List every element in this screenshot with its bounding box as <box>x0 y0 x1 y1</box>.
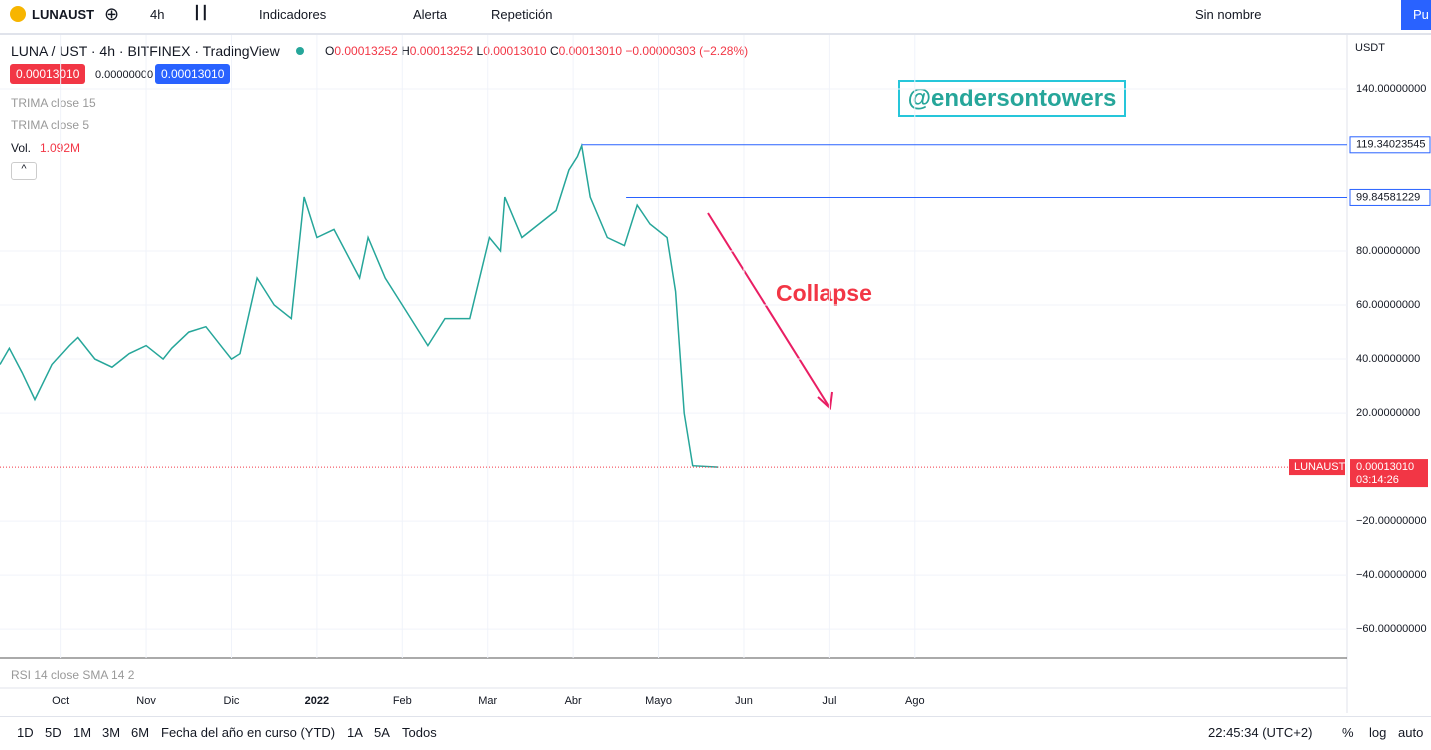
range-button[interactable]: 5D <box>45 725 62 740</box>
x-tick-label: Jul <box>822 695 836 707</box>
range-button[interactable]: 6M <box>131 725 150 740</box>
x-tick-label: Abr <box>565 695 582 707</box>
o-key: O <box>325 44 335 58</box>
y-tick-label: 60.00000000 <box>1356 299 1420 311</box>
h: 0.00013252 <box>409 44 474 58</box>
vol: 1.092M <box>40 141 81 155</box>
vol-key: Vol. <box>11 141 32 155</box>
c: 0.00013010 <box>558 44 623 58</box>
replay[interactable]: Repetición <box>491 7 553 22</box>
l: 0.00013010 <box>483 44 547 58</box>
y-tick-label: −60.00000000 <box>1356 623 1427 635</box>
y-tick-label: −40.00000000 <box>1356 569 1427 581</box>
indicators[interactable]: Indicadores <box>259 7 327 22</box>
y-tick-label: 40.00000000 <box>1356 353 1420 365</box>
scale-mode[interactable]: % <box>1342 725 1354 740</box>
change: −0.00000303 (−2.28%) <box>625 44 749 58</box>
scale-mode[interactable]: auto <box>1398 725 1424 740</box>
interval[interactable]: 4h <box>150 7 165 22</box>
toolbar: LUNAUST ⊕ 4h ┃┃ Indicadores Alerta Repet… <box>0 0 1431 35</box>
y-tick-label: 140.00000000 <box>1356 83 1426 95</box>
range-button[interactable]: 5A <box>374 725 390 740</box>
y-tick-label: 80.00000000 <box>1356 245 1420 257</box>
chart-type-icon[interactable]: ┃┃ <box>193 5 209 20</box>
range-button[interactable]: 1D <box>17 725 34 740</box>
h-key: H <box>401 44 410 58</box>
publish[interactable]: Pu <box>1401 0 1431 30</box>
x-tick-label: Nov <box>136 695 156 707</box>
level-label: 119.34023545 <box>1356 139 1426 151</box>
x-tick-label: Mayo <box>645 695 672 707</box>
price-tag-label: 0.00013010 <box>1356 461 1414 473</box>
clock: 22:45:34 (UTC+2) <box>1208 725 1313 740</box>
l-key: L <box>476 44 484 58</box>
legend-title: LUNA / UST · 4h · BITFINEX · TradingView <box>11 43 280 59</box>
x-tick-label: Feb <box>393 695 412 707</box>
level-label-bg <box>1349 136 1431 154</box>
x-tick-label: Mar <box>478 695 497 707</box>
watermark: @endersontowers <box>898 80 1126 117</box>
bottom-bar: 1D 5D 1M 3M 6M Fecha del año en curso (YTD) 1A… <box>0 716 1431 750</box>
spread: 0.00000000 <box>95 69 154 81</box>
x-tick-label: Jun <box>735 695 753 707</box>
range-button[interactable]: Fecha del año en curso (YTD) <box>161 725 336 740</box>
symbol-tag <box>1289 459 1345 476</box>
x-tick-label: Oct <box>52 695 69 707</box>
price-line <box>0 142 719 468</box>
y-tick-label: 20.00000000 <box>1356 407 1420 419</box>
x-tick-label: Ago <box>905 695 925 707</box>
logo <box>10 6 26 22</box>
indicator: TRIMA close 15 <box>11 96 96 110</box>
alert[interactable]: Alerta <box>413 7 447 22</box>
symbol-tag-label: LUNAUST <box>1294 461 1346 473</box>
annotation: Collapse <box>776 280 872 306</box>
o: 0.00013252 <box>334 44 398 58</box>
arrow <box>707 212 831 409</box>
arrow-head <box>817 391 833 411</box>
price-tag <box>1350 459 1428 488</box>
level-label-bg <box>1349 188 1431 206</box>
ohlc: O0.00013252 H0.00013252 L0.00013010 C0.0… <box>325 44 748 58</box>
scale-mode[interactable]: log <box>1369 725 1387 740</box>
x-tick-label: Dic <box>224 695 240 707</box>
currency: USDT <box>1355 42 1385 54</box>
range-button[interactable]: 1A <box>347 725 363 740</box>
symbol[interactable]: LUNAUST <box>32 7 95 22</box>
countdown: 03:14:26 <box>1356 474 1399 486</box>
rsi: RSI 14 close SMA 14 2 <box>11 668 135 682</box>
add-icon[interactable]: ⊕ <box>104 4 120 24</box>
indicator: TRIMA close 5 <box>11 118 90 132</box>
range-button[interactable]: Todos <box>402 725 437 740</box>
sell-button[interactable]: 0.00013010 <box>10 64 86 84</box>
range-button[interactable]: 1M <box>73 725 92 740</box>
range-button[interactable]: 3M <box>102 725 121 740</box>
status-dot <box>296 47 304 55</box>
layout-name[interactable]: Sin nombre <box>1195 7 1262 22</box>
level-label: 99.84581229 <box>1356 191 1420 203</box>
c-key: C <box>549 44 559 58</box>
collapse-button[interactable]: ^ <box>11 162 37 180</box>
y-tick-label: −20.00000000 <box>1356 515 1427 527</box>
x-tick-label: 2022 <box>305 695 329 707</box>
buy-button[interactable]: 0.00013010 <box>155 64 231 84</box>
